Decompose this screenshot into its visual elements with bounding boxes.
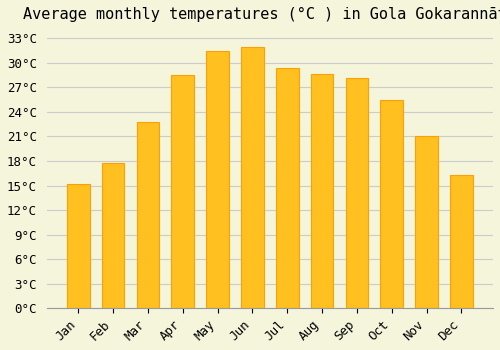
Bar <box>346 77 368 308</box>
Bar <box>380 100 403 308</box>
Bar <box>67 184 90 308</box>
Bar <box>206 50 229 308</box>
Bar <box>136 122 160 308</box>
Bar <box>102 163 124 308</box>
Bar <box>172 75 194 308</box>
Bar <box>311 74 334 308</box>
Bar <box>450 175 473 308</box>
Bar <box>276 68 298 308</box>
Bar <box>241 47 264 308</box>
Title: Average monthly temperatures (°C ) in Gola Gokarannāth: Average monthly temperatures (°C ) in Go… <box>24 7 500 22</box>
Bar <box>416 136 438 308</box>
